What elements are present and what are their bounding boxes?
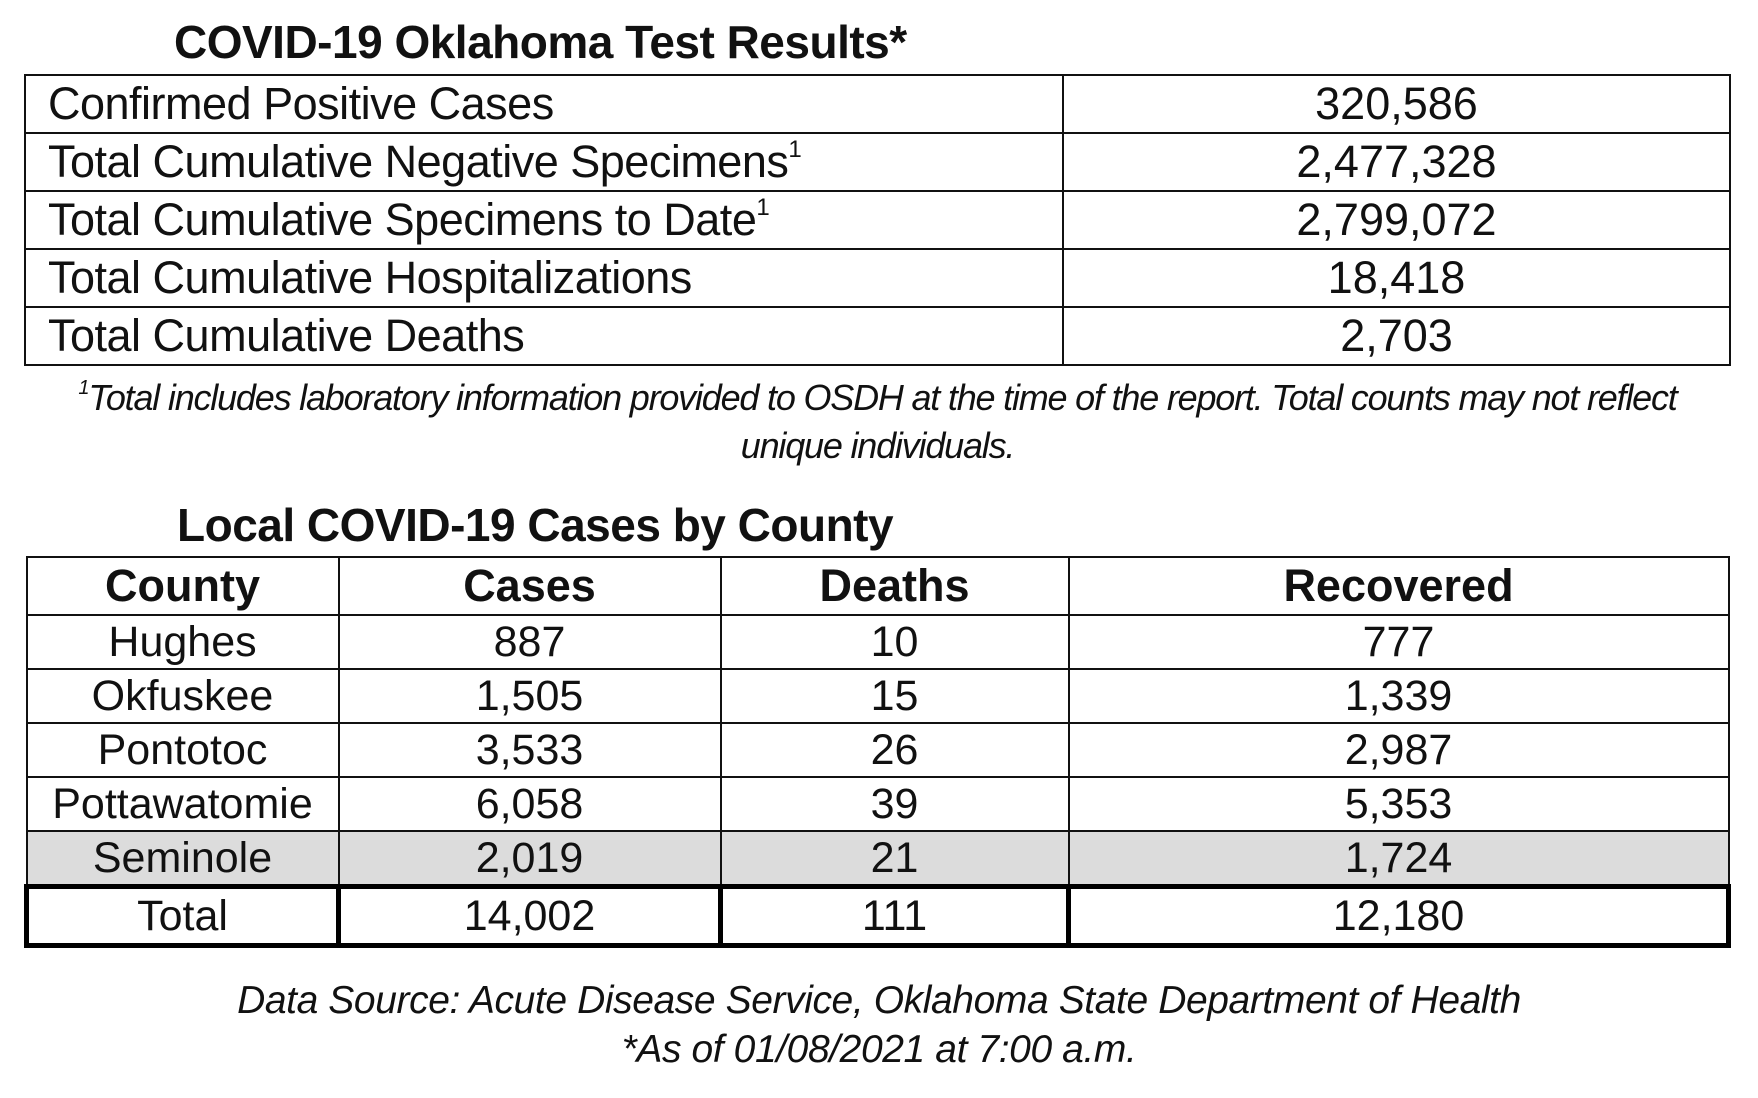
table-header-row: County Cases Deaths Recovered — [25, 556, 1730, 616]
table-row: Confirmed Positive Cases 320,586 — [24, 74, 1731, 134]
cases-cell: 2,019 — [337, 830, 722, 888]
row-label: Total Cumulative Negative Specimens1 — [24, 132, 1064, 192]
test-results-title: COVID-19 Oklahoma Test Results* — [174, 16, 907, 68]
footnote-marker: 1 — [756, 194, 770, 221]
row-value: 18,418 — [1062, 248, 1731, 308]
cases-cell: 3,533 — [337, 722, 722, 778]
recovered-cell: 2,987 — [1067, 722, 1730, 778]
county-cell: Okfuskee — [25, 668, 340, 724]
total-recovered: 12,180 — [1066, 884, 1731, 948]
county-cases-table: County Cases Deaths Recovered Hughes 887… — [24, 556, 1731, 948]
deaths-cell: 10 — [719, 614, 1070, 670]
deaths-cell: 21 — [719, 830, 1070, 888]
table-row: Total Cumulative Hospitalizations 18,418 — [24, 248, 1731, 308]
row-value: 2,477,328 — [1062, 132, 1731, 192]
table-row: Total Cumulative Specimens to Date1 2,79… — [24, 190, 1731, 250]
total-deaths: 111 — [718, 884, 1071, 948]
county-cell: Pottawatomie — [25, 776, 340, 832]
row-value: 320,586 — [1062, 74, 1731, 134]
cases-cell: 1,505 — [337, 668, 722, 724]
county-cell: Hughes — [25, 614, 340, 670]
table-row-highlighted: Seminole 2,019 21 1,724 — [25, 830, 1730, 888]
county-cell: Pontotoc — [25, 722, 340, 778]
row-label: Total Cumulative Deaths — [24, 306, 1064, 366]
recovered-cell: 777 — [1067, 614, 1730, 670]
table-row: Okfuskee 1,505 15 1,339 — [25, 668, 1730, 724]
data-source-note: Data Source: Acute Disease Service, Okla… — [237, 979, 1521, 1022]
deaths-cell: 39 — [719, 776, 1070, 832]
total-row: Total 14,002 111 12,180 — [24, 884, 1731, 948]
total-cases: 14,002 — [336, 884, 723, 948]
row-label: Total Cumulative Specimens to Date1 — [24, 190, 1064, 250]
header-deaths: Deaths — [719, 556, 1070, 616]
table-row: Pottawatomie 6,058 39 5,353 — [25, 776, 1730, 832]
row-label: Confirmed Positive Cases — [24, 74, 1064, 134]
row-label: Total Cumulative Hospitalizations — [24, 248, 1064, 308]
header-recovered: Recovered — [1067, 556, 1730, 616]
county-cell: Seminole — [25, 830, 340, 888]
header-cases: Cases — [337, 556, 722, 616]
footnote-marker: 1 — [788, 136, 802, 163]
recovered-cell: 1,339 — [1067, 668, 1730, 724]
total-label: Total — [24, 884, 341, 948]
row-value: 2,799,072 — [1062, 190, 1731, 250]
deaths-cell: 15 — [719, 668, 1070, 724]
as-of-note: *As of 01/08/2021 at 7:00 a.m. — [621, 1028, 1137, 1071]
row-value: 2,703 — [1062, 306, 1731, 366]
test-results-table: Confirmed Positive Cases 320,586 Total C… — [24, 74, 1731, 366]
deaths-cell: 26 — [719, 722, 1070, 778]
recovered-cell: 5,353 — [1067, 776, 1730, 832]
table-row: Pontotoc 3,533 26 2,987 — [25, 722, 1730, 778]
table-row: Hughes 887 10 777 — [25, 614, 1730, 670]
county-cases-title: Local COVID-19 Cases by County — [177, 499, 894, 551]
header-county: County — [25, 556, 340, 616]
table-row: Total Cumulative Negative Specimens1 2,4… — [24, 132, 1731, 192]
cases-cell: 887 — [337, 614, 722, 670]
recovered-cell: 1,724 — [1067, 830, 1730, 888]
test-results-footnote: 1Total includes laboratory information p… — [78, 377, 1677, 466]
table-row: Total Cumulative Deaths 2,703 — [24, 306, 1731, 366]
cases-cell: 6,058 — [337, 776, 722, 832]
footnote-marker: 1 — [78, 377, 89, 399]
